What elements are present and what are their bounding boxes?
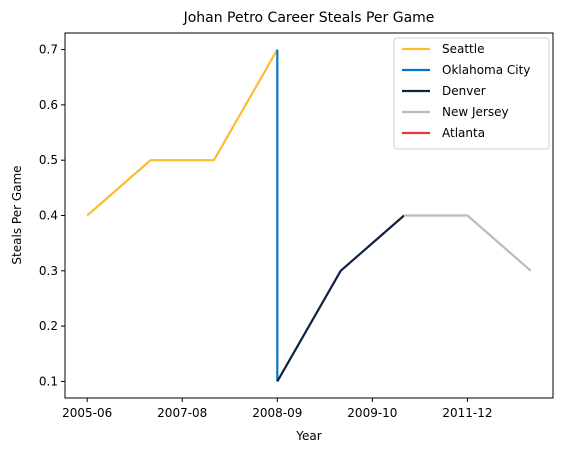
x-axis: 2005-06 2007-08 2008-09 2009-10 2011-12 bbox=[62, 398, 493, 420]
legend-label: New Jersey bbox=[442, 105, 509, 119]
x-tick-label: 2008-09 bbox=[252, 406, 302, 420]
x-axis-label: Year bbox=[295, 429, 321, 443]
y-axis-label: Steals Per Game bbox=[10, 165, 24, 264]
x-tick-label: 2005-06 bbox=[62, 406, 112, 420]
chart-title: Johan Petro Career Steals Per Game bbox=[183, 10, 435, 26]
legend: Seattle Oklahoma City Denver New Jersey Atla… bbox=[393, 37, 550, 150]
x-tick-label: 2007-08 bbox=[157, 406, 207, 420]
plot-area bbox=[86, 49, 532, 382]
legend-label: Atlanta bbox=[442, 126, 485, 140]
y-tick-label: 0.7 bbox=[39, 43, 58, 57]
y-tick-label: 0.3 bbox=[39, 264, 58, 278]
y-tick-label: 0.2 bbox=[39, 319, 58, 333]
y-tick-label: 0.1 bbox=[39, 374, 58, 388]
x-tick-label: 2009-10 bbox=[347, 406, 397, 420]
legend-box bbox=[393, 37, 550, 150]
legend-label: Denver bbox=[442, 84, 486, 98]
series-line-2 bbox=[276, 214, 405, 382]
legend-label: Oklahoma City bbox=[442, 63, 530, 77]
y-tick-label: 0.4 bbox=[39, 209, 58, 223]
y-tick-label: 0.5 bbox=[39, 153, 58, 167]
y-tick-label: 0.6 bbox=[39, 98, 58, 112]
legend-label: Seattle bbox=[442, 42, 484, 56]
series-line-3 bbox=[404, 214, 532, 272]
y-axis: 0.1 0.2 0.3 0.4 0.5 0.6 0.7 bbox=[39, 43, 65, 388]
x-tick-label: 2011-12 bbox=[442, 406, 492, 420]
series-line-0 bbox=[86, 49, 279, 217]
